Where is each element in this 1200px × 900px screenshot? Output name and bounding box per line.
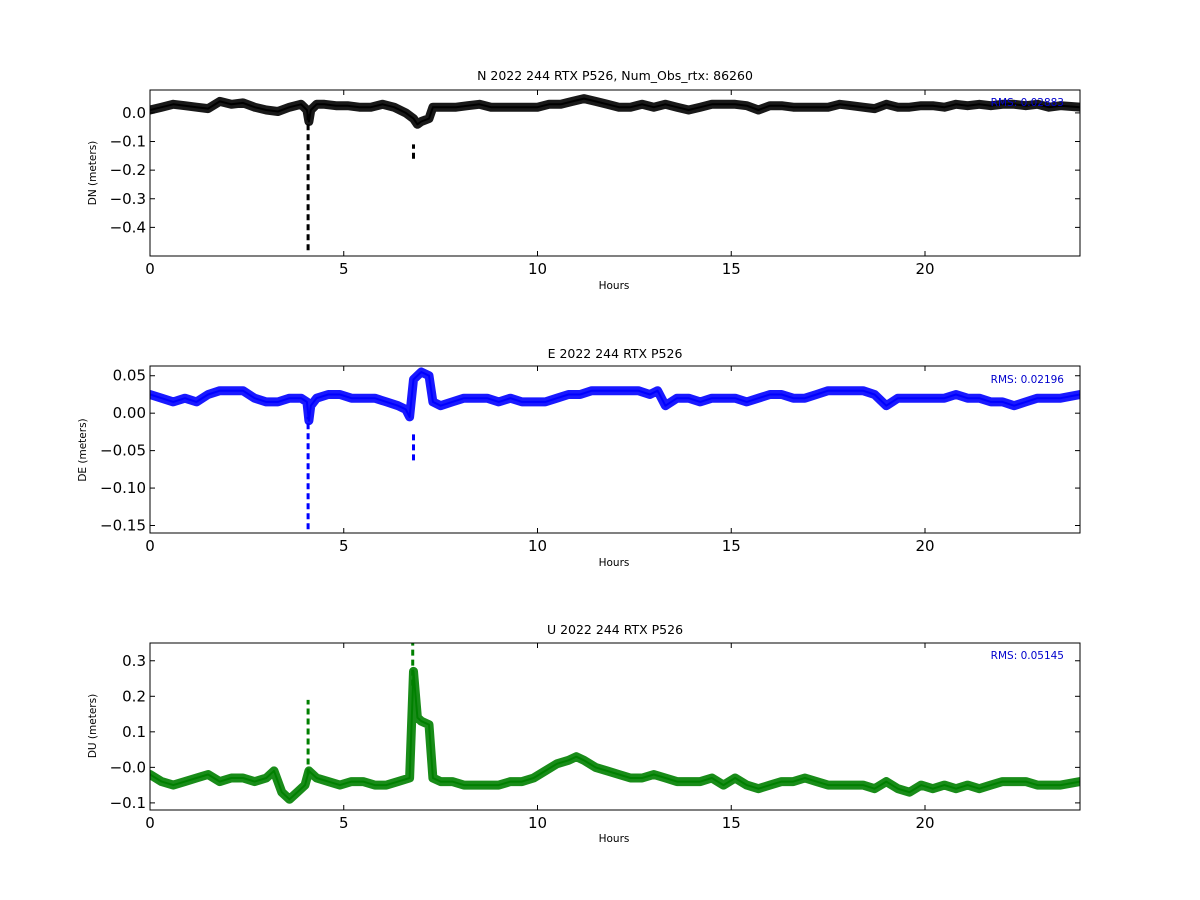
series-line <box>150 97 1080 126</box>
x-tick-label: 0 <box>145 537 155 555</box>
y-tick-label: −0.1 <box>110 794 146 812</box>
panel-east-plot: 0 5 10 15 20 0.05 0.00 −0.05 −0.10 −0.15 <box>100 366 1080 555</box>
x-tick-label: 0 <box>145 260 155 278</box>
x-tick-label: 10 <box>528 260 547 278</box>
y-tick-label: 0.2 <box>122 687 146 705</box>
panel-up-rms: RMS: 0.05145 <box>991 650 1064 662</box>
y-tick-label: −0.2 <box>110 161 146 179</box>
panel-up-frame <box>149 642 1081 811</box>
panel-up-title: U 2022 244 RTX P526 <box>547 622 683 637</box>
y-tick-label: −0.1 <box>110 133 146 151</box>
y-tick-label: −0.05 <box>100 442 146 460</box>
y-tick-label: 0.05 <box>113 367 146 385</box>
panel-east-ylabel: DE (meters) <box>77 418 89 481</box>
y-tick-label: −0.0 <box>110 758 146 776</box>
series-band <box>150 666 1080 804</box>
y-tick-label: −0.4 <box>110 218 146 236</box>
x-tick-label: 10 <box>528 537 547 555</box>
panel-north-plot: 0 5 10 15 20 0.0 −0.1 −0.2 −0.3 −0.4 <box>110 90 1080 278</box>
series-band <box>150 94 1080 129</box>
panel-north-rms: RMS: 0.02883 <box>991 97 1064 109</box>
x-tick-label: 10 <box>528 814 547 832</box>
panel-up-xlabel: Hours <box>599 833 630 845</box>
x-tick-label: 15 <box>722 260 741 278</box>
x-tick-label: 5 <box>339 537 349 555</box>
panel-up-data <box>150 643 1080 804</box>
y-tick-label: −0.15 <box>100 517 146 535</box>
y-tick-label: 0.0 <box>122 104 146 122</box>
y-tick-label: −0.3 <box>110 190 146 208</box>
y-tick-label: −0.10 <box>100 479 146 497</box>
panel-east: E 2022 244 RTX P526 0 5 10 15 20 0.05 0.00 −0.0… <box>77 346 1081 569</box>
panel-east-title: E 2022 244 RTX P526 <box>548 346 683 361</box>
y-tick-label: 0.00 <box>113 404 146 422</box>
panel-east-data <box>150 367 1080 530</box>
panel-up: U 2022 244 RTX P526 0 5 10 15 20 0.3 0.2 0.1 −0.… <box>87 622 1081 845</box>
panel-north-title: N 2022 244 RTX P526, Num_Obs_rtx: 86260 <box>477 68 753 83</box>
series-band <box>150 367 1080 426</box>
x-tick-label: 5 <box>339 260 349 278</box>
panel-north-data <box>150 94 1080 251</box>
y-tick-label: 0.1 <box>122 723 146 741</box>
x-tick-label: 5 <box>339 814 349 832</box>
panel-east-frame <box>149 365 1081 534</box>
series-line <box>150 670 1080 801</box>
panel-up-plot: 0 5 10 15 20 0.3 0.2 0.1 −0.0 −0.1 <box>110 643 1080 832</box>
panel-up-ylabel: DU (meters) <box>87 694 99 758</box>
x-tick-label: 20 <box>915 537 934 555</box>
panel-north-xlabel: Hours <box>599 280 630 292</box>
panel-north-frame <box>149 89 1081 257</box>
x-tick-label: 15 <box>722 537 741 555</box>
panel-east-rms: RMS: 0.02196 <box>991 374 1065 386</box>
panel-east-xlabel: Hours <box>599 557 630 569</box>
panel-north: N 2022 244 RTX P526, Num_Obs_rtx: 86260 … <box>87 68 1081 292</box>
x-tick-label: 20 <box>915 260 934 278</box>
x-tick-label: 15 <box>722 814 741 832</box>
series-line <box>150 371 1080 422</box>
y-tick-label: 0.3 <box>122 652 146 670</box>
panel-north-ylabel: DN (meters) <box>87 141 99 206</box>
x-tick-label: 20 <box>915 814 934 832</box>
x-tick-label: 0 <box>145 814 155 832</box>
